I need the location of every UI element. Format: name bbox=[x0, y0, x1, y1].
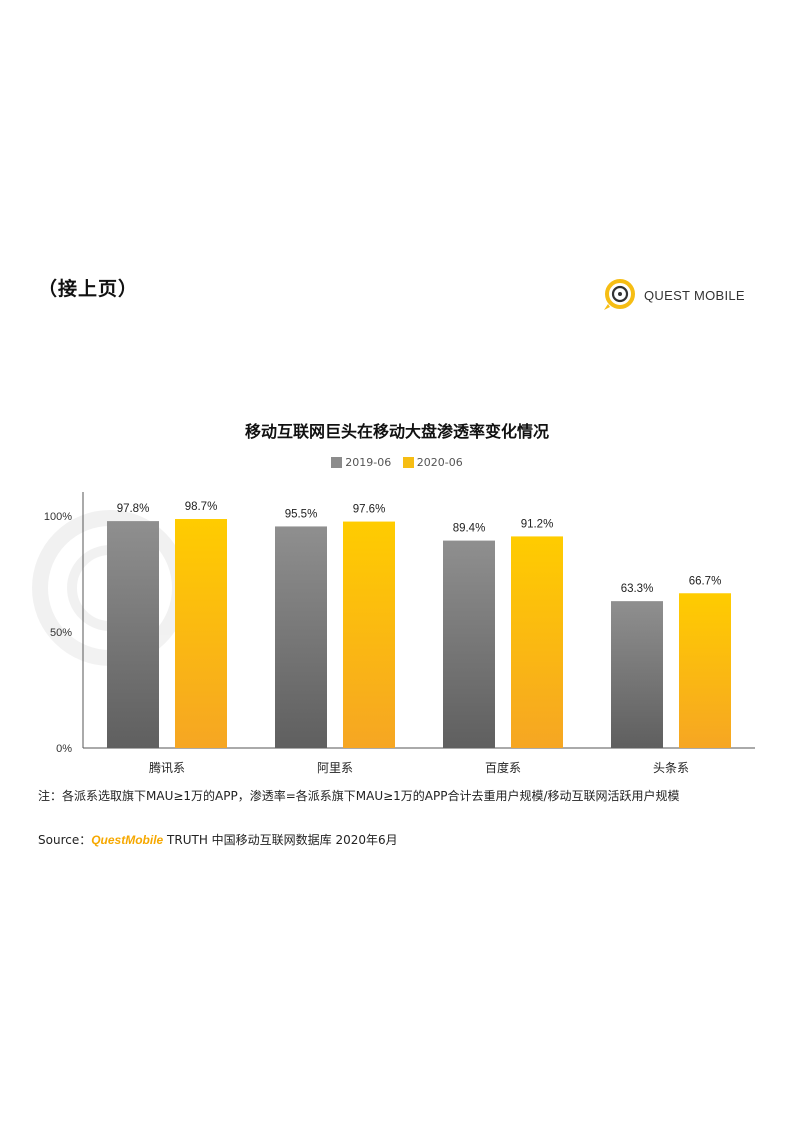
source-rest: TRUTH 中国移动互联网数据库 2020年6月 bbox=[163, 833, 398, 847]
y-tick-label: 100% bbox=[44, 511, 72, 523]
chart-legend: 2019-06 2020-06 bbox=[0, 456, 794, 471]
data-label: 63.3% bbox=[621, 583, 654, 595]
data-label: 97.8% bbox=[117, 503, 150, 515]
source-line: Source：QuestMobile TRUTH 中国移动互联网数据库 2020… bbox=[38, 831, 398, 848]
bar-2019 bbox=[443, 540, 495, 748]
x-category-label: 头条系 bbox=[653, 761, 689, 775]
logo-text: QUEST MOBILE bbox=[644, 288, 745, 303]
bar-2020 bbox=[343, 521, 395, 748]
bar-chart: 0% 50% 100% 97.8% 98.7% 95.5% 97.6% 89.4% 91.2%… bbox=[32, 492, 755, 775]
bar-2019 bbox=[611, 601, 663, 748]
bar-2019 bbox=[275, 526, 327, 748]
x-category-label: 腾讯系 bbox=[149, 760, 185, 775]
x-category-label: 阿里系 bbox=[317, 761, 353, 775]
x-category-label: 百度系 bbox=[485, 760, 521, 775]
bar-2019 bbox=[107, 521, 159, 748]
data-label: 91.2% bbox=[521, 518, 554, 530]
legend-swatch-2020 bbox=[402, 457, 414, 468]
legend-label-2020: 2020-06 bbox=[416, 456, 463, 469]
bar-2020 bbox=[511, 536, 563, 748]
quest-mobile-logo bbox=[604, 279, 635, 310]
data-label: 95.5% bbox=[285, 508, 318, 520]
y-tick-label: 0% bbox=[56, 743, 72, 755]
source-prefix: Source： bbox=[38, 833, 92, 847]
bar-2020 bbox=[175, 519, 227, 748]
data-label: 66.7% bbox=[689, 575, 722, 587]
footnote: 注：各派系选取旗下MAU≥1万的APP，渗透率=各派系旗下MAU≥1万的APP合… bbox=[38, 789, 680, 803]
data-label: 89.4% bbox=[453, 523, 486, 535]
continued-label: （接上页） bbox=[38, 278, 139, 300]
y-tick-label: 50% bbox=[50, 627, 72, 639]
legend-label-2019: 2019-06 bbox=[345, 456, 392, 469]
chart-title: 移动互联网巨头在移动大盘渗透率变化情况 bbox=[244, 422, 549, 441]
source-brand: QuestMobile bbox=[91, 833, 164, 847]
bar-2020 bbox=[679, 593, 731, 748]
data-label: 98.7% bbox=[185, 501, 218, 513]
data-label: 97.6% bbox=[353, 504, 386, 516]
legend-swatch-2019 bbox=[331, 457, 343, 468]
legend-item-2020: 2020-06 bbox=[402, 456, 463, 469]
legend-item-2019: 2019-06 bbox=[331, 456, 391, 469]
